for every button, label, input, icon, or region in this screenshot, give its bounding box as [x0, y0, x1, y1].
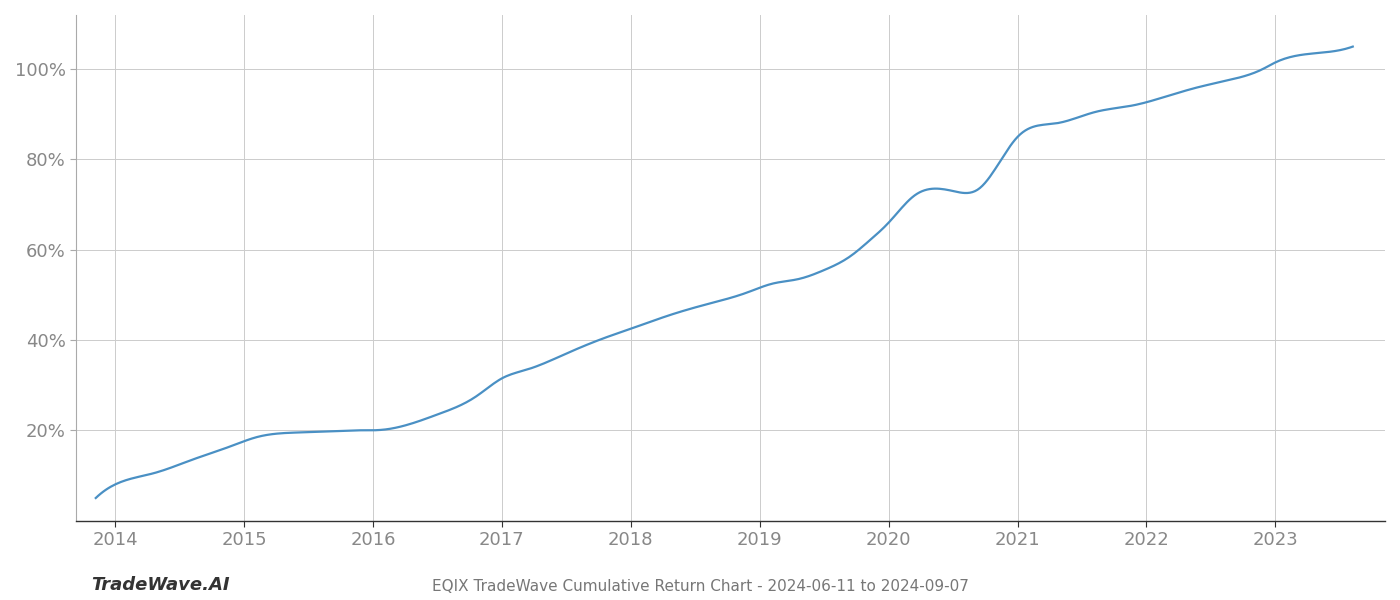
Text: TradeWave.AI: TradeWave.AI [91, 576, 230, 594]
Text: EQIX TradeWave Cumulative Return Chart - 2024-06-11 to 2024-09-07: EQIX TradeWave Cumulative Return Chart -… [431, 579, 969, 594]
